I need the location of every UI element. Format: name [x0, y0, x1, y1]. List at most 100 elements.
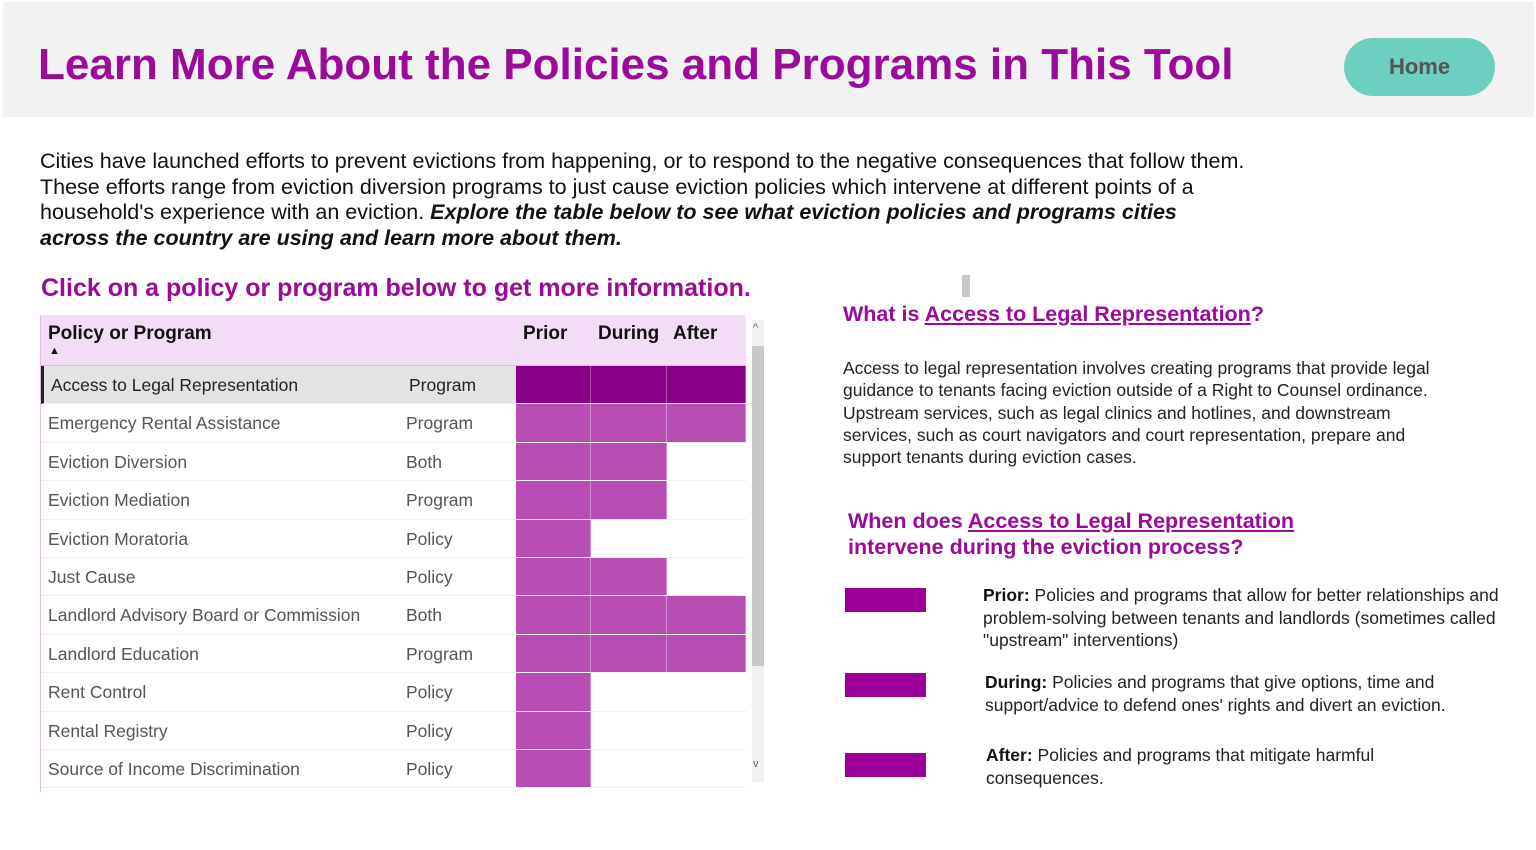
cell-during	[591, 596, 667, 634]
resize-handle[interactable]	[962, 275, 970, 297]
policy-name: Eviction Moratoria	[48, 528, 189, 549]
policy-type: Policy	[406, 566, 453, 587]
policy-type: Program	[406, 413, 474, 434]
legend-text: Policies and programs that mitigate harm…	[986, 745, 1375, 788]
cell-prior	[516, 596, 591, 634]
cell-during	[591, 366, 667, 404]
cell-prior	[516, 442, 591, 481]
cell-during	[591, 673, 667, 711]
cell-after	[667, 442, 746, 481]
col-prior: Prior	[523, 323, 568, 344]
cell-after	[667, 366, 746, 404]
cell-after	[667, 673, 746, 711]
policy-name: Emergency Rental Assistance	[48, 413, 281, 434]
q2-prefix: When does	[848, 509, 968, 533]
policy-type: Both	[406, 451, 442, 472]
cell-after	[667, 481, 746, 519]
policy-type: Policy	[406, 528, 453, 549]
legend-swatch-prior	[845, 588, 926, 612]
cell-after	[667, 557, 746, 596]
col-after: After	[673, 323, 718, 344]
policy-type: Policy	[406, 758, 453, 779]
q1-prefix: What is	[843, 302, 925, 326]
policy-name: Rent Control	[48, 682, 147, 703]
cell-prior	[516, 673, 591, 711]
policy-name: Source of Income Discrimination	[48, 758, 300, 779]
col-during: During	[598, 323, 660, 344]
table-row[interactable]: Landlord Education Program	[41, 634, 746, 674]
col-policy[interactable]: Policy or Program	[48, 323, 212, 344]
q2-suffix: intervene during the eviction process?	[848, 535, 1244, 559]
policy-table: Policy or Program ▲ Prior During After A…	[40, 315, 746, 792]
table-row[interactable]: Rental Registry Policy	[41, 711, 746, 750]
policy-type: Policy	[406, 682, 453, 703]
cell-prior	[516, 404, 591, 442]
legend-text: Policies and programs that allow for bet…	[983, 585, 1499, 650]
policy-type: Program	[406, 643, 474, 664]
table-scrollbar[interactable]: ^ v	[752, 320, 764, 782]
policy-name: Eviction Diversion	[48, 451, 188, 472]
table-row[interactable]: Eviction Moratoria Policy	[41, 519, 746, 558]
scroll-down-icon[interactable]: v	[753, 758, 759, 770]
table-row[interactable]: Eviction Mediation Program	[41, 481, 746, 520]
table-row[interactable]: Access to Legal Representation Program	[41, 366, 746, 405]
cell-prior	[516, 749, 591, 788]
when-heading: When does Access to Legal Representation…	[848, 508, 1294, 560]
cell-after	[667, 749, 746, 788]
legend-after: After: Policies and programs that mitiga…	[986, 744, 1426, 789]
cell-prior	[516, 366, 591, 404]
policy-type: Program	[409, 375, 477, 395]
table-row[interactable]: Rent Control Policy	[41, 673, 746, 712]
cell-during	[591, 481, 667, 519]
legend-label: During:	[985, 672, 1048, 692]
table-row[interactable]: Source of Income Discrimination Policy	[41, 749, 746, 789]
what-is-heading: What is Access to Legal Representation?	[843, 302, 1264, 327]
header-bar	[3, 2, 1534, 117]
cell-during	[591, 519, 667, 557]
sort-asc-icon[interactable]: ▲	[49, 345, 60, 357]
policy-name: Landlord Education	[48, 643, 199, 664]
policy-name: Rental Registry	[48, 720, 168, 741]
table-row[interactable]: Landlord Advisory Board or Commission Bot…	[41, 596, 746, 635]
selected-policy-link[interactable]: Access to Legal Representation	[924, 302, 1251, 326]
cell-during	[591, 749, 667, 788]
policy-type: Program	[406, 490, 474, 511]
cell-prior	[516, 557, 591, 596]
policy-type: Both	[406, 605, 442, 626]
policy-name: Access to Legal Representation	[51, 375, 299, 395]
cell-after	[667, 596, 746, 634]
legend-text: Policies and programs that give options,…	[985, 672, 1446, 715]
home-button[interactable]: Home	[1344, 38, 1495, 96]
cell-after	[667, 404, 746, 442]
table-row[interactable]: Emergency Rental Assistance Program	[41, 404, 746, 443]
table-instruction: Click on a policy or program below to ge…	[41, 274, 751, 302]
legend-during: During: Policies and programs that give …	[985, 671, 1535, 716]
cell-prior	[516, 481, 591, 519]
selected-policy-link-2[interactable]: Access to Legal Representation	[967, 509, 1295, 533]
cell-during	[591, 404, 667, 442]
cell-prior	[516, 711, 591, 749]
legend-prior: Prior: Policies and programs that allow …	[983, 584, 1533, 652]
legend-label: Prior:	[983, 585, 1030, 605]
cell-after	[667, 634, 746, 673]
policy-name: Just Cause	[48, 566, 136, 587]
table-row[interactable]: Eviction Diversion Both	[41, 442, 746, 482]
page-title: Learn More About the Policies and Progra…	[38, 40, 1234, 89]
policy-type: Policy	[406, 720, 453, 741]
cell-after	[667, 711, 746, 749]
table-row[interactable]: Just Cause Policy	[41, 557, 746, 597]
scroll-thumb[interactable]	[752, 346, 764, 666]
table-header: Policy or Program ▲ Prior During After	[41, 315, 746, 366]
policy-name: Landlord Advisory Board or Commission	[48, 605, 361, 626]
intro-body: Cities have launched efforts to prevent …	[40, 149, 1245, 224]
legend-swatch-after	[845, 753, 926, 777]
cell-during	[591, 634, 667, 673]
cell-during	[591, 442, 667, 481]
legend-label: After:	[986, 745, 1033, 765]
scroll-up-icon[interactable]: ^	[753, 322, 759, 334]
cell-after	[667, 519, 746, 557]
cell-during	[591, 557, 667, 596]
policy-name: Eviction Mediation	[48, 490, 191, 511]
q1-suffix: ?	[1250, 302, 1264, 326]
cell-prior	[516, 634, 591, 673]
